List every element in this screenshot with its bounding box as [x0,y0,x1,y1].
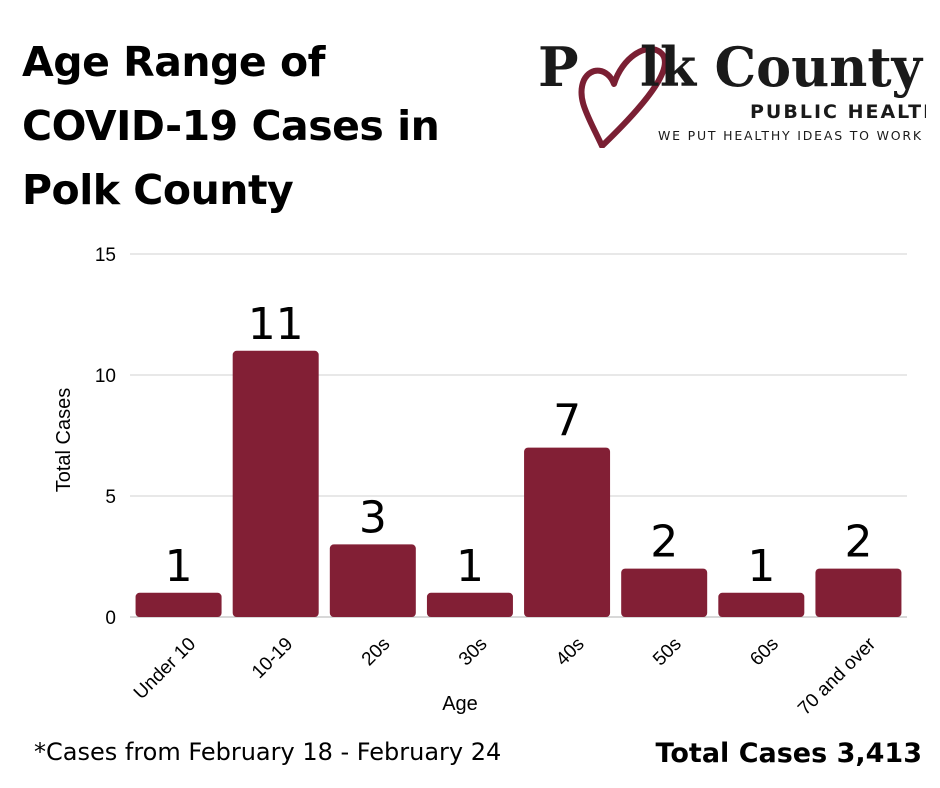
logo-name-part1: P [538,35,579,99]
bar [232,350,319,617]
bar [135,592,222,617]
bar [329,544,416,617]
logo-subtitle: PUBLIC HEALTH [750,101,926,123]
y-tick-label: 10 [95,366,116,387]
bar [524,447,611,617]
logo-tagline: WE PUT HEALTHY IDEAS TO WORK [658,128,923,143]
x-tick-label: Under 10 [130,634,200,704]
bar [815,568,902,617]
total-cases: Total Cases 3,413 [655,738,922,769]
data-label: 2 [650,517,678,568]
data-label: 3 [359,492,387,543]
data-label: 7 [553,396,581,447]
polk-county-logo: P lk County PUBLIC HEALTH WE PUT HEALTHY… [538,35,926,148]
footnote: *Cases from February 18 - February 24 [34,738,502,766]
bar [426,592,513,617]
y-tick-label: 0 [105,608,116,629]
x-tick-label: 70 and over [794,633,880,719]
x-tick-label: 30s [455,634,492,671]
data-label: 1 [165,541,193,592]
x-tick-label: 60s [746,634,783,671]
x-axis-label: Age [442,693,478,715]
data-label: 1 [747,541,775,592]
data-label: 1 [456,541,484,592]
data-label: 2 [844,517,872,568]
y-tick-label: 5 [105,487,116,508]
x-tick-label: 10-19 [248,634,297,683]
y-axis-label: Total Cases [53,388,75,493]
bar [621,568,708,617]
heart-icon [578,46,668,148]
bar-chart: 0 5 10 15 1 Under 10 11 10-19 3 20s 1 30s 7 40s 2 50s 1 6… [53,245,907,720]
page-title: Age Range of COVID-19 Cases in Polk Coun… [22,38,440,214]
x-tick-label: 40s [552,634,589,671]
x-tick-label: 50s [649,634,686,671]
logo-name-part2: lk County [640,35,924,99]
x-tick-label: 20s [358,634,395,671]
data-label: 11 [248,299,304,350]
bar [718,592,805,617]
y-tick-label: 15 [95,245,116,266]
